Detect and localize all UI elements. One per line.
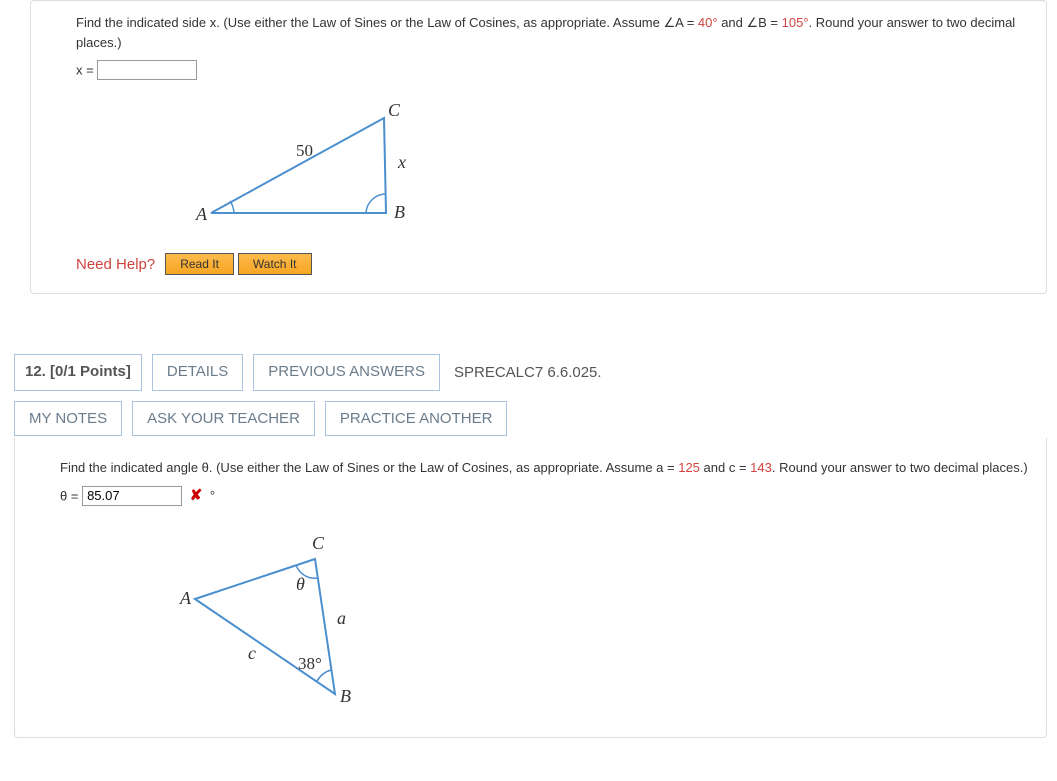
label-x: x [397,152,406,172]
label-B: B [394,202,405,222]
label-A2: A [179,588,192,608]
triangle-2-svg: A C B θ a c 38° [140,524,400,704]
ask-teacher-button[interactable]: ASK YOUR TEACHER [132,401,315,436]
wrong-icon: ✘ [190,487,203,504]
q11-angle-b: 105° [782,15,809,30]
label-50: 50 [296,141,313,160]
q12-text-mid: and c = [700,460,750,475]
q12-text: Find the indicated angle θ. (Use either … [60,458,1028,478]
label-theta: θ [296,574,305,594]
q11-text-mid: and ∠B = [718,15,782,30]
q11-answer-label: x = [76,63,94,78]
details-button[interactable]: DETAILS [152,354,243,391]
label-c: c [248,643,256,663]
label-38: 38° [298,654,322,673]
label-A: A [195,204,208,224]
q12-answer-input[interactable] [82,486,182,506]
question-ref: SPRECALC7 6.6.025. [450,354,606,391]
my-notes-button[interactable]: MY NOTES [14,401,122,436]
q11-figure: C B A 50 x [156,98,1028,241]
q11-text: Find the indicated side x. (Use either t… [76,13,1028,52]
question-12-box: Find the indicated angle θ. (Use either … [14,438,1047,738]
triangle-1-svg: C B A 50 x [156,98,436,238]
q11-answer-row: x = [76,60,1028,80]
label-C2: C [312,533,325,553]
degree-symbol: ° [210,488,215,503]
label-B2: B [340,686,351,704]
q12-figure: A C B θ a c 38° [140,524,1028,707]
help-row: Need Help? Read It Watch It [76,253,1028,275]
q12-val-c: 143 [750,460,772,475]
label-C: C [388,100,401,120]
q11-angle-a: 40° [698,15,718,30]
read-it-button[interactable]: Read It [165,253,234,275]
q11-answer-input[interactable] [97,60,197,80]
q12-header-row-1: 12. [0/1 Points] DETAILS PREVIOUS ANSWER… [0,354,1057,401]
q12-text-post: . Round your answer to two decimal place… [772,460,1028,475]
q12-answer-row: θ = ✘ ° [60,486,1028,506]
q11-text-pre: Find the indicated side x. (Use either t… [76,15,698,30]
question-11-box: Find the indicated side x. (Use either t… [30,0,1047,294]
previous-answers-button[interactable]: PREVIOUS ANSWERS [253,354,440,391]
label-a: a [337,608,346,628]
q12-answer-label: θ = [60,488,78,503]
points-pill: 12. [0/1 Points] [14,354,142,391]
need-help-label: Need Help? [76,256,155,273]
practice-another-button[interactable]: PRACTICE ANOTHER [325,401,508,436]
watch-it-button[interactable]: Watch It [238,253,312,275]
q12-text-pre: Find the indicated angle θ. (Use either … [60,460,678,475]
q12-val-a: 125 [678,460,700,475]
